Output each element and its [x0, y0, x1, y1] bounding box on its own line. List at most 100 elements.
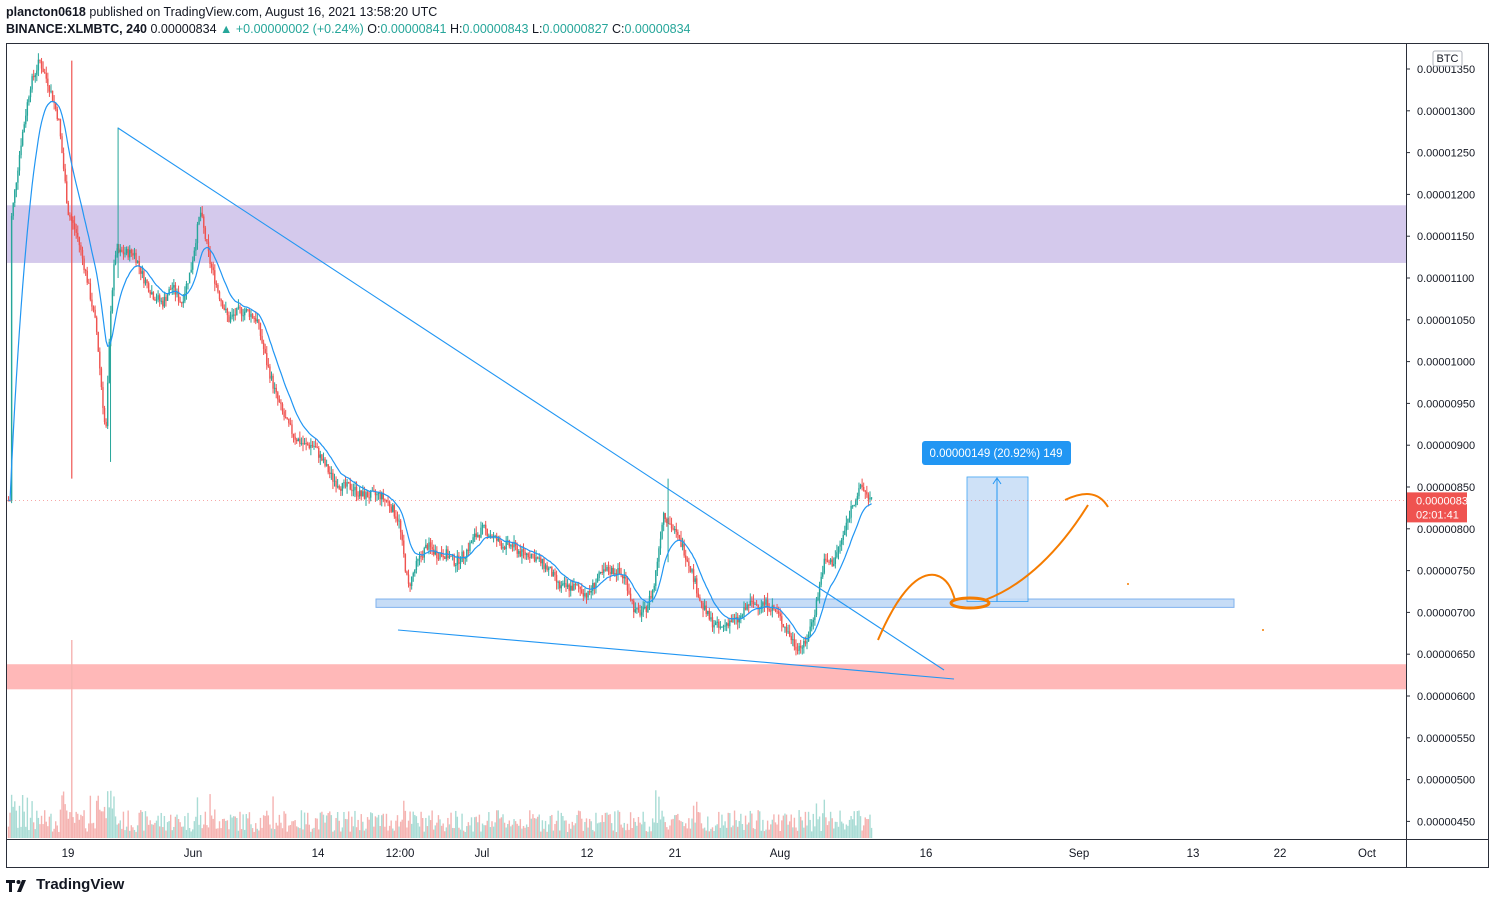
candle-body[interactable]: [475, 533, 477, 537]
candle-body[interactable]: [697, 593, 700, 598]
candle-body[interactable]: [152, 292, 155, 300]
candle-body[interactable]: [103, 407, 106, 422]
candle-body[interactable]: [459, 562, 462, 564]
candle-body[interactable]: [511, 544, 514, 548]
candle-body[interactable]: [633, 600, 635, 613]
candle-body[interactable]: [157, 295, 159, 300]
candle-body[interactable]: [360, 490, 362, 497]
candle-body[interactable]: [297, 438, 299, 442]
candle-body[interactable]: [55, 103, 57, 110]
candle-body[interactable]: [644, 606, 646, 608]
candle-body[interactable]: [245, 309, 247, 312]
candle-body[interactable]: [703, 605, 706, 610]
candle-body[interactable]: [329, 472, 331, 474]
candle-body[interactable]: [738, 618, 740, 623]
candle-body[interactable]: [281, 404, 284, 412]
candle-body[interactable]: [425, 544, 427, 549]
candle-body[interactable]: [612, 567, 614, 574]
candle-body[interactable]: [225, 308, 227, 310]
candle-body[interactable]: [844, 530, 846, 536]
candle-body[interactable]: [853, 505, 855, 507]
candle-body[interactable]: [596, 577, 599, 583]
candle-body[interactable]: [207, 241, 210, 252]
candle-body[interactable]: [469, 542, 471, 551]
candle-body[interactable]: [610, 567, 613, 574]
candle-body[interactable]: [628, 590, 630, 594]
candle-body[interactable]: [88, 282, 90, 284]
candle-body[interactable]: [508, 540, 511, 547]
candle-body[interactable]: [327, 464, 329, 473]
candle-body[interactable]: [259, 323, 262, 336]
zone-support[interactable]: [7, 664, 1406, 690]
candle-body[interactable]: [814, 614, 816, 621]
candle-body[interactable]: [141, 271, 144, 274]
candle-body[interactable]: [606, 567, 608, 571]
candle-body[interactable]: [795, 646, 797, 650]
candle-body[interactable]: [370, 490, 372, 498]
candle-body[interactable]: [763, 602, 766, 605]
candle-body[interactable]: [155, 299, 158, 301]
candle-body[interactable]: [182, 301, 184, 304]
candle-body[interactable]: [601, 571, 603, 573]
candle-body[interactable]: [133, 252, 136, 256]
moving-average-line[interactable]: [8, 100, 872, 640]
candle-body[interactable]: [426, 544, 429, 550]
candle-body[interactable]: [291, 424, 293, 434]
candle-body[interactable]: [609, 571, 611, 574]
candle-body[interactable]: [500, 543, 503, 549]
candle-body[interactable]: [688, 561, 690, 566]
candle-body[interactable]: [714, 622, 717, 626]
candle-body[interactable]: [266, 353, 268, 365]
candle-body[interactable]: [787, 631, 789, 633]
candle-body[interactable]: [166, 295, 169, 301]
tradingview-brand[interactable]: TradingView: [6, 876, 124, 893]
candle-body[interactable]: [37, 59, 40, 71]
candle-body[interactable]: [392, 505, 394, 512]
candle-body[interactable]: [696, 578, 698, 594]
candle-body[interactable]: [36, 70, 38, 75]
candle-body[interactable]: [66, 181, 68, 204]
candle-body[interactable]: [650, 595, 652, 598]
candle-body[interactable]: [160, 300, 162, 302]
candle-body[interactable]: [653, 585, 655, 591]
candle-body[interactable]: [305, 443, 307, 445]
candle-body[interactable]: [212, 267, 214, 271]
candle-body[interactable]: [840, 539, 843, 545]
candle-body[interactable]: [125, 249, 128, 254]
candle-body[interactable]: [28, 97, 30, 103]
candle-body[interactable]: [237, 306, 240, 308]
candle-body[interactable]: [484, 524, 487, 529]
candle-body[interactable]: [685, 555, 687, 560]
candle-body[interactable]: [83, 258, 85, 270]
candle-body[interactable]: [308, 444, 310, 448]
candle-body[interactable]: [837, 546, 840, 553]
candle-body[interactable]: [204, 227, 207, 239]
candle-body[interactable]: [195, 243, 197, 251]
candle-body[interactable]: [198, 216, 200, 225]
candle-body[interactable]: [502, 546, 504, 549]
candle-body[interactable]: [707, 610, 709, 614]
candle-body[interactable]: [453, 555, 455, 566]
candle-body[interactable]: [248, 310, 251, 317]
candle-body[interactable]: [604, 569, 607, 571]
candle-body[interactable]: [577, 584, 580, 588]
candle-body[interactable]: [217, 284, 219, 292]
candle-body[interactable]: [332, 472, 334, 482]
candle-body[interactable]: [330, 472, 333, 474]
candle-body[interactable]: [710, 617, 712, 620]
candle-body[interactable]: [80, 245, 82, 250]
candle-body[interactable]: [793, 639, 796, 647]
candle-body[interactable]: [382, 492, 385, 500]
candle-body[interactable]: [144, 280, 147, 284]
candle-body[interactable]: [406, 571, 408, 575]
candle-body[interactable]: [140, 266, 142, 274]
candle-body[interactable]: [270, 375, 273, 379]
candle-body[interactable]: [518, 551, 520, 554]
candle-body[interactable]: [677, 531, 679, 536]
candle-body[interactable]: [812, 620, 814, 623]
candle-body[interactable]: [258, 319, 260, 324]
candle-body[interactable]: [333, 480, 336, 482]
candle-body[interactable]: [647, 604, 649, 613]
candle-body[interactable]: [544, 565, 547, 569]
candle-body[interactable]: [766, 599, 769, 610]
